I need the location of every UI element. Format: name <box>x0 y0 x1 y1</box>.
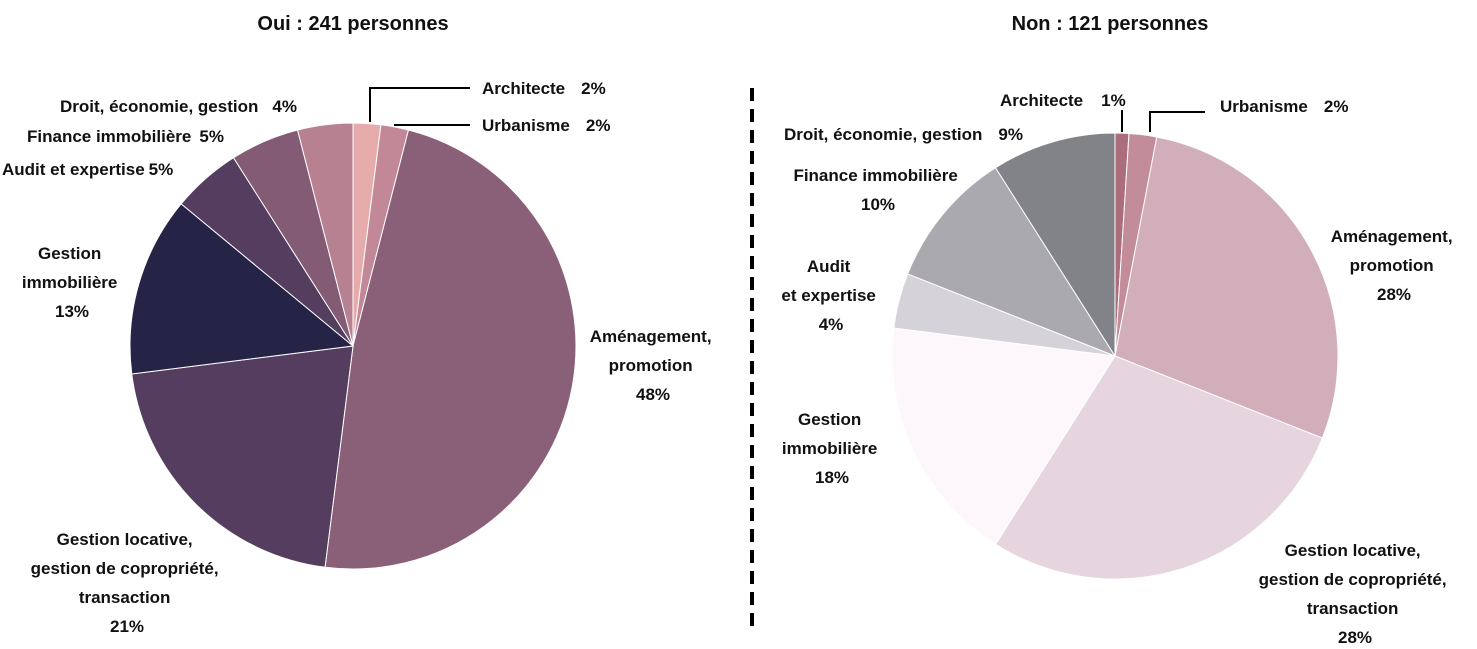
leader-urbanisme-non <box>1149 111 1205 132</box>
label-amenagement-non: Aménagement, promotion 28% <box>1331 227 1458 304</box>
chart-title-non: Non : 121 personnes <box>1012 13 1209 35</box>
pie-oui <box>129 122 577 570</box>
label-gestion-immobiliere-non: Gestion immobilière 18% <box>782 410 882 487</box>
chart-title-oui: Oui : 241 personnes <box>257 13 448 35</box>
label-architecte-non: Architecte 1% <box>1000 91 1126 110</box>
pie-slice-gestion-immobiliere-non <box>891 327 1116 545</box>
label-amenagement-oui: Aménagement, promotion 48% <box>590 327 717 404</box>
label-architecte-oui: Architecte 2% <box>482 79 606 98</box>
label-finance-non: Finance immobilière 10% <box>793 166 962 214</box>
pie-slice-gestion-locative-non <box>994 355 1323 580</box>
pie-slice-amenagement-promotion-non <box>1114 136 1339 439</box>
pie-slice-finance-immobiliere-non <box>907 167 1117 358</box>
label-audit-non: Audit et expertise 4% <box>781 257 880 334</box>
label-urbanisme-non: Urbanisme 2% <box>1220 97 1348 116</box>
label-droit-non: Droit, économie, gestion 9% <box>784 125 1023 144</box>
leader-architecte-oui <box>369 87 470 122</box>
label-gestion-locative-non: Gestion locative, gestion de copropriété… <box>1259 541 1452 647</box>
label-gestion-locative-oui: Gestion locative, gestion de copropriété… <box>31 530 224 636</box>
pie-slice-droit-economie-non <box>994 132 1116 358</box>
label-audit-oui: Audit et expertise 5% <box>2 160 173 179</box>
label-droit-oui: Droit, économie, gestion 4% <box>60 97 297 116</box>
pie-non <box>891 132 1339 580</box>
pie-slice-amenagement-promotion-oui <box>324 129 577 570</box>
label-gestion-immobiliere-oui: Gestion immobilière 13% <box>22 244 122 321</box>
label-urbanisme-oui: Urbanisme 2% <box>482 116 610 135</box>
pie-slice-droit-economie-oui <box>296 122 354 347</box>
pie-slice-gestion-locative-oui <box>131 345 354 568</box>
pie-slice-gestion-immobiliere-oui <box>129 203 355 375</box>
label-finance-oui: Finance immobilière 5% <box>27 127 224 146</box>
